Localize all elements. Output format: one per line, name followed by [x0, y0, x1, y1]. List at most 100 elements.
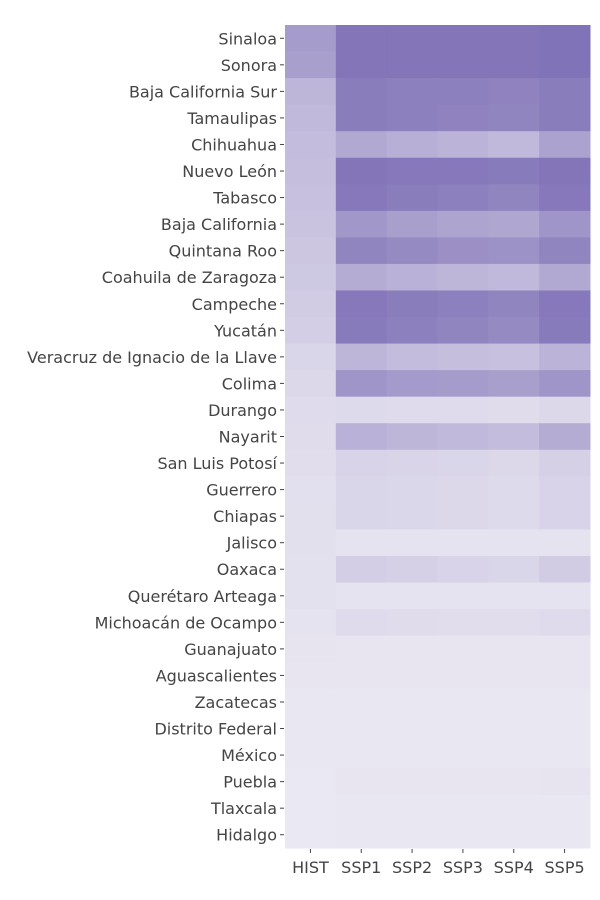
heatmap-cell — [437, 51, 489, 79]
heatmap-cell — [539, 370, 591, 398]
heatmap-cell — [488, 502, 540, 530]
heatmap-cell — [539, 476, 591, 504]
heatmap-cell — [285, 25, 337, 53]
heatmap-cell — [386, 476, 438, 504]
heatmap-cell — [285, 609, 337, 637]
heatmap-cell — [335, 609, 388, 637]
heatmap-cell — [285, 210, 337, 238]
heatmap-cell — [335, 768, 388, 796]
heatmap-cell — [539, 635, 591, 663]
heatmap-cell — [488, 78, 540, 106]
heatmap-cell — [386, 529, 438, 557]
heatmap-cell — [539, 343, 591, 371]
heatmap-cell — [488, 263, 540, 291]
heatmap-cell — [335, 555, 388, 584]
heatmap-cell — [437, 821, 489, 849]
y-tick-label: Baja California — [161, 215, 277, 234]
heatmap-cell — [386, 794, 438, 822]
x-tick-label: SSP2 — [392, 858, 432, 877]
heatmap-cell — [539, 741, 591, 769]
heatmap-cell — [539, 263, 591, 291]
heatmap-cell — [539, 609, 591, 637]
heatmap-cell — [488, 317, 540, 345]
heatmap-cell — [488, 715, 540, 743]
y-tick-label: Hidalgo — [216, 826, 277, 845]
heatmap-cell — [285, 502, 337, 530]
heatmap-cell — [335, 502, 388, 530]
x-tick-label: SSP4 — [494, 858, 534, 877]
heatmap-cell — [437, 370, 489, 398]
heatmap-cell — [539, 688, 591, 716]
y-tick-label: Durango — [208, 401, 277, 420]
heatmap-cell — [386, 396, 438, 424]
heatmap-cell — [539, 25, 591, 53]
heatmap-cell — [437, 184, 489, 212]
heatmap-cell — [285, 768, 337, 796]
heatmap-cell — [539, 449, 591, 477]
heatmap-cell — [488, 609, 540, 637]
heatmap-cell — [437, 157, 489, 185]
y-tick-label: Tabasco — [212, 189, 277, 208]
y-tick-label: Tamaulipas — [186, 109, 277, 128]
heatmap-cell — [488, 370, 540, 398]
heatmap-cell — [539, 768, 591, 796]
x-tick-label: SSP5 — [545, 858, 585, 877]
y-tick-label: Tlaxcala — [210, 799, 277, 818]
heatmap-cell — [335, 131, 388, 159]
y-tick-label: Sonora — [221, 56, 277, 75]
heatmap-cell — [437, 290, 489, 318]
heatmap-cell — [488, 290, 540, 318]
heatmap-cell — [437, 635, 489, 663]
heatmap-cell — [386, 688, 438, 716]
heatmap-cell — [539, 210, 591, 238]
heatmap-cell — [285, 582, 337, 610]
heatmap-cell — [335, 237, 388, 265]
heatmap-cell — [437, 317, 489, 345]
heatmap-cell — [285, 237, 337, 265]
y-tick-label: Nuevo León — [182, 162, 277, 181]
heatmap-cell — [335, 635, 388, 663]
heatmap-cell — [437, 343, 489, 371]
heatmap-cell — [488, 131, 540, 159]
heatmap-cell — [437, 715, 489, 743]
heatmap-cell — [386, 263, 438, 291]
heatmap-cell — [335, 104, 388, 132]
heatmap-cell — [488, 210, 540, 238]
heatmap-cell — [285, 396, 337, 424]
heatmap-cell — [285, 449, 337, 477]
heatmap-cell — [539, 529, 591, 557]
heatmap-cell — [386, 343, 438, 371]
heatmap-cell — [539, 317, 591, 345]
heatmap-cell — [285, 317, 337, 345]
heatmap-cell — [386, 51, 438, 79]
heatmap-cell — [335, 396, 388, 424]
heatmap-cell — [335, 688, 388, 716]
heatmap-cell — [386, 317, 438, 345]
heatmap-cell — [488, 449, 540, 477]
heatmap-cell — [539, 715, 591, 743]
heatmap-cell — [488, 821, 540, 849]
heatmap-cell — [335, 794, 388, 822]
heatmap-cell — [335, 662, 388, 690]
heatmap-cell — [285, 423, 337, 451]
heatmap-cell — [386, 290, 438, 318]
y-tick-label: San Luis Potosí — [157, 454, 277, 473]
heatmap-cell — [437, 476, 489, 504]
heatmap-cell — [539, 423, 591, 451]
heatmap-cell — [488, 157, 540, 185]
heatmap-cell — [437, 768, 489, 796]
heatmap-cell — [285, 104, 337, 132]
heatmap-cell — [437, 78, 489, 106]
y-tick-label: Chihuahua — [191, 135, 277, 154]
heatmap-cell — [437, 423, 489, 451]
heatmap-cell — [437, 529, 489, 557]
heatmap-cell — [335, 157, 388, 185]
heatmap-cell — [488, 582, 540, 610]
heatmap-cell — [335, 476, 388, 504]
heatmap-cell — [488, 104, 540, 132]
y-tick-label: Zacatecas — [195, 693, 277, 712]
heatmap-cell — [437, 794, 489, 822]
heatmap-cell — [386, 555, 438, 584]
heatmap-cell — [488, 343, 540, 371]
heatmap-cell — [335, 343, 388, 371]
